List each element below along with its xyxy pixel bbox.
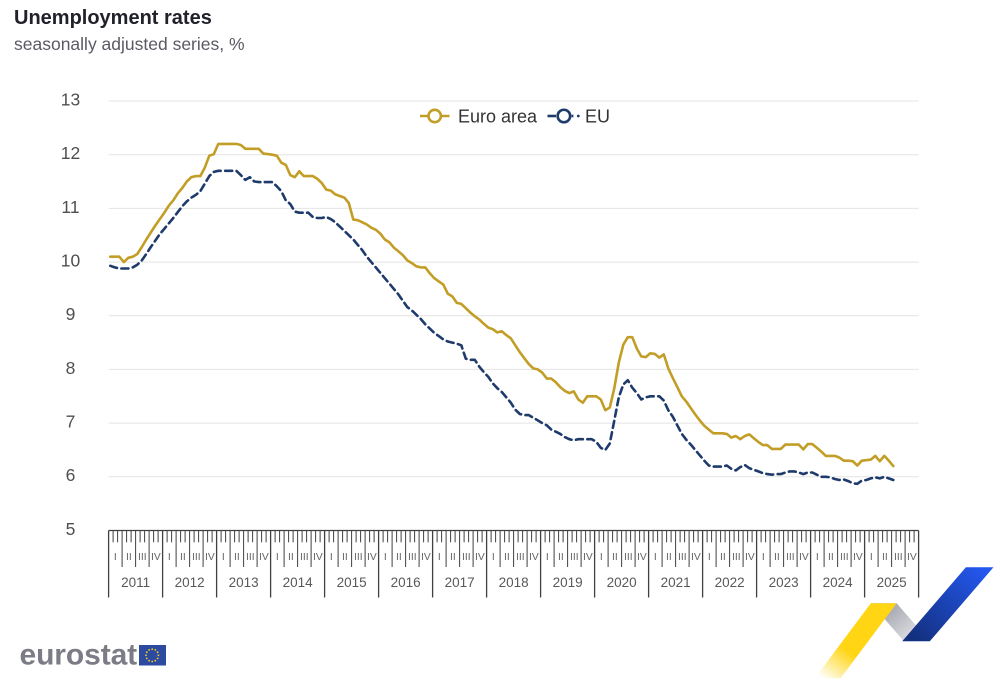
svg-text:5: 5	[66, 519, 76, 539]
svg-text:I: I	[168, 552, 171, 563]
svg-text:2018: 2018	[499, 575, 529, 590]
svg-text:6: 6	[66, 465, 76, 485]
svg-text:2012: 2012	[175, 575, 205, 590]
svg-text:8: 8	[66, 358, 76, 378]
svg-text:II: II	[342, 552, 348, 563]
svg-text:III: III	[138, 552, 147, 563]
svg-text:II: II	[558, 552, 564, 563]
svg-text:III: III	[732, 552, 741, 563]
svg-text:Euro area: Euro area	[458, 106, 538, 126]
svg-text:12: 12	[61, 143, 80, 163]
svg-text:I: I	[222, 552, 225, 563]
svg-text:9: 9	[66, 304, 76, 324]
svg-text:I: I	[870, 552, 873, 563]
svg-text:IV: IV	[853, 552, 863, 563]
svg-text:IV: IV	[475, 552, 485, 563]
svg-text:III: III	[246, 552, 255, 563]
svg-text:II: II	[396, 552, 402, 563]
svg-text:IV: IV	[421, 552, 431, 563]
svg-text:IV: IV	[205, 552, 215, 563]
svg-text:IV: IV	[691, 552, 701, 563]
svg-text:10: 10	[61, 250, 81, 270]
svg-text:I: I	[762, 552, 765, 563]
svg-text:eurostat: eurostat	[20, 639, 138, 672]
svg-text:III: III	[408, 552, 417, 563]
svg-text:I: I	[546, 552, 549, 563]
svg-text:IV: IV	[637, 552, 647, 563]
svg-text:IV: IV	[367, 552, 377, 563]
svg-text:IV: IV	[799, 552, 809, 563]
svg-text:II: II	[720, 552, 726, 563]
svg-text:2014: 2014	[283, 575, 314, 590]
svg-text:II: II	[504, 552, 510, 563]
svg-text:III: III	[678, 552, 687, 563]
svg-text:III: III	[624, 552, 633, 563]
svg-text:2023: 2023	[769, 575, 799, 590]
svg-text:2016: 2016	[391, 575, 421, 590]
svg-text:2015: 2015	[337, 575, 367, 590]
svg-text:IV: IV	[151, 552, 161, 563]
svg-text:III: III	[516, 552, 525, 563]
svg-text:II: II	[882, 552, 888, 563]
svg-text:II: II	[666, 552, 672, 563]
svg-text:2024: 2024	[823, 575, 854, 590]
svg-text:III: III	[840, 552, 849, 563]
svg-text:I: I	[384, 552, 387, 563]
svg-text:I: I	[276, 552, 279, 563]
svg-text:II: II	[612, 552, 618, 563]
svg-text:IV: IV	[529, 552, 539, 563]
svg-text:I: I	[330, 552, 333, 563]
svg-text:III: III	[354, 552, 363, 563]
svg-text:2022: 2022	[715, 575, 745, 590]
svg-text:11: 11	[61, 197, 79, 217]
svg-text:I: I	[492, 552, 495, 563]
svg-text:2025: 2025	[877, 575, 907, 590]
svg-text:2017: 2017	[445, 575, 475, 590]
svg-text:EU: EU	[585, 106, 610, 126]
svg-text:2013: 2013	[229, 575, 259, 590]
svg-text:III: III	[192, 552, 201, 563]
svg-text:13: 13	[61, 89, 80, 109]
svg-text:III: III	[462, 552, 471, 563]
svg-text:I: I	[708, 552, 711, 563]
svg-text:2020: 2020	[607, 575, 637, 590]
svg-text:II: II	[180, 552, 186, 563]
svg-text:II: II	[288, 552, 294, 563]
svg-text:IV: IV	[583, 552, 593, 563]
svg-text:II: II	[828, 552, 834, 563]
svg-text:III: III	[570, 552, 579, 563]
svg-text:III: III	[786, 552, 795, 563]
svg-text:I: I	[654, 552, 657, 563]
svg-text:II: II	[126, 552, 132, 563]
svg-text:IV: IV	[259, 552, 269, 563]
svg-text:III: III	[300, 552, 309, 563]
svg-text:II: II	[774, 552, 780, 563]
svg-text:II: II	[234, 552, 240, 563]
svg-text:I: I	[114, 552, 117, 563]
svg-text:2021: 2021	[661, 575, 691, 590]
svg-text:I: I	[816, 552, 819, 563]
svg-text:IV: IV	[313, 552, 323, 563]
svg-text:I: I	[600, 552, 603, 563]
svg-text:2019: 2019	[553, 575, 583, 590]
svg-text:II: II	[450, 552, 456, 563]
svg-text:2011: 2011	[121, 575, 150, 590]
svg-text:7: 7	[66, 412, 76, 432]
svg-text:III: III	[894, 552, 903, 563]
svg-text:I: I	[438, 552, 441, 563]
svg-text:IV: IV	[745, 552, 755, 563]
svg-text:IV: IV	[907, 552, 917, 563]
